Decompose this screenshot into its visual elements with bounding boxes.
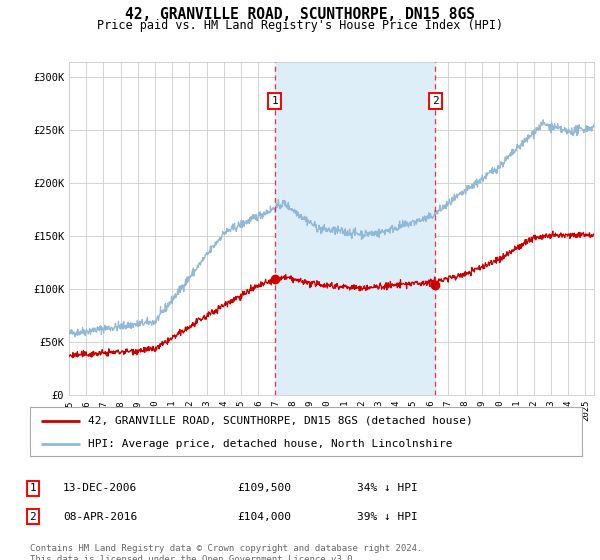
Text: 1: 1 [29, 483, 37, 493]
Text: Price paid vs. HM Land Registry's House Price Index (HPI): Price paid vs. HM Land Registry's House … [97, 19, 503, 32]
Text: 08-APR-2016: 08-APR-2016 [63, 512, 137, 522]
Text: 2: 2 [432, 96, 439, 106]
Bar [275, 62, 435, 395]
Text: 2: 2 [29, 512, 37, 522]
Text: 1: 1 [271, 96, 278, 106]
Text: 34% ↓ HPI: 34% ↓ HPI [357, 483, 418, 493]
Text: Contains HM Land Registry data © Crown copyright and database right 2024.
This d: Contains HM Land Registry data © Crown c… [30, 544, 422, 560]
Text: 42, GRANVILLE ROAD, SCUNTHORPE, DN15 8GS (detached house): 42, GRANVILLE ROAD, SCUNTHORPE, DN15 8GS… [88, 416, 473, 426]
Text: £104,000: £104,000 [237, 512, 291, 522]
Text: £109,500: £109,500 [237, 483, 291, 493]
Text: HPI: Average price, detached house, North Lincolnshire: HPI: Average price, detached house, Nort… [88, 438, 452, 449]
Text: 42, GRANVILLE ROAD, SCUNTHORPE, DN15 8GS: 42, GRANVILLE ROAD, SCUNTHORPE, DN15 8GS [125, 7, 475, 22]
Text: 39% ↓ HPI: 39% ↓ HPI [357, 512, 418, 522]
Text: 13-DEC-2006: 13-DEC-2006 [63, 483, 137, 493]
